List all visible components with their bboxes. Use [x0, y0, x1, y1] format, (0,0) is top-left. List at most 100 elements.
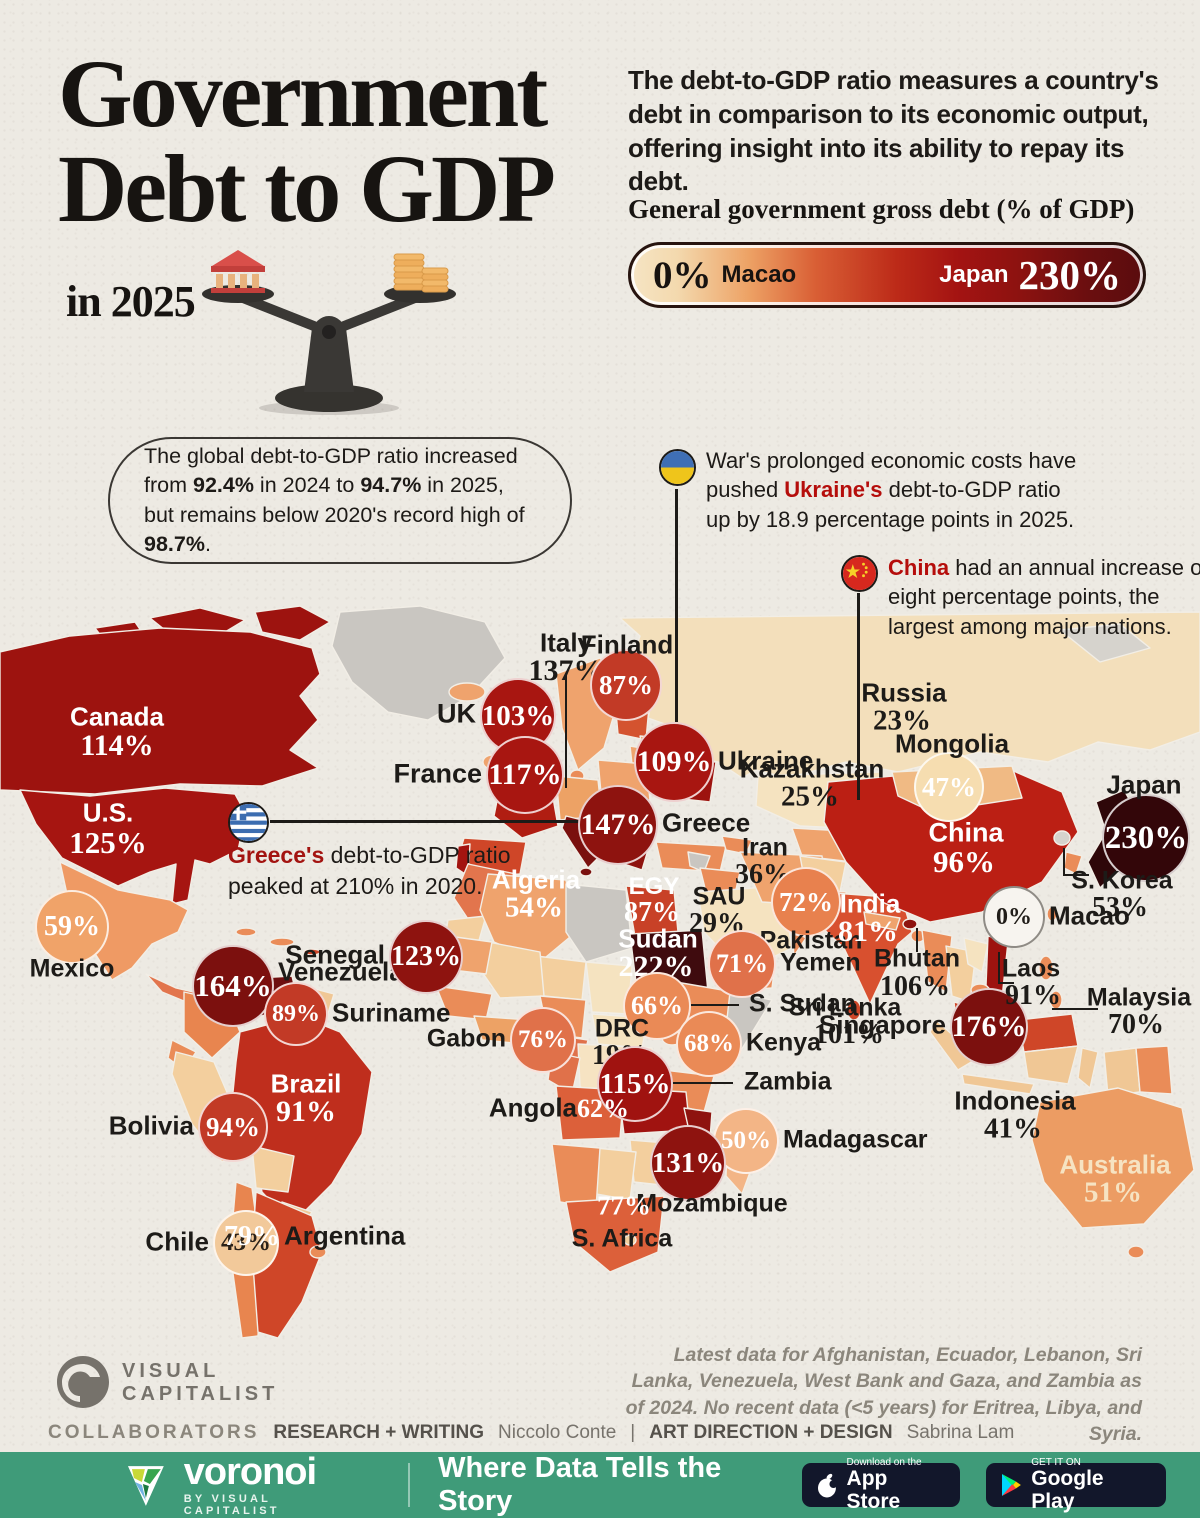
map-circle-bolivia: 94% — [198, 1092, 268, 1162]
region-borneo-indonesia — [1023, 1045, 1079, 1085]
page-title: Government Debt to GDP — [58, 40, 556, 243]
map-circle-yemen: 71% — [708, 930, 776, 998]
legend-min: 0% Macao — [653, 253, 796, 298]
greece-flag-icon — [228, 802, 269, 843]
map-circle-ukraine: 109% — [634, 722, 714, 802]
country-north-korea — [1053, 830, 1071, 846]
map-label-bhutan: 106% — [880, 971, 950, 1002]
visual-capitalist-logo-icon — [57, 1356, 109, 1408]
map-label-uk: UK — [437, 698, 476, 729]
map-label-russia: Russia — [861, 677, 947, 708]
country-libya — [565, 883, 633, 963]
connector-line — [998, 952, 1000, 984]
country-china — [823, 765, 1079, 923]
map-label-japan: Japan — [1106, 769, 1182, 800]
name-research-writing: Niccolo Conte — [498, 1422, 617, 1443]
map-label-italy: Italy — [539, 627, 593, 658]
legend-title: General government gross debt (% of GDP) — [628, 194, 1135, 224]
map-label-angola: Angola — [488, 1092, 577, 1123]
map-circle-venezuela: 164% — [192, 945, 274, 1027]
map-label-malaysia: Malaysia — [1086, 983, 1192, 1012]
map-label-zambia: Zambia — [744, 1067, 832, 1096]
map-label-laos: Laos — [1001, 954, 1061, 983]
map-label-sudan: Sudan — [618, 923, 698, 954]
map-circle-chile: 43% — [213, 1210, 279, 1276]
map-label-laos: 91% — [1005, 980, 1061, 1011]
map-label-indonesia: Indonesia — [954, 1085, 1076, 1116]
map-label-mongolia: Mongolia — [894, 728, 1010, 759]
map-label-senegal: Senegal — [285, 939, 385, 970]
connector-line — [673, 1082, 733, 1084]
china-flag-icon — [841, 555, 878, 592]
country-canada — [0, 627, 321, 795]
map-circle-mexico: 59% — [35, 890, 109, 964]
connector-line — [675, 489, 678, 722]
map-circle-kenya: 68% — [676, 1011, 742, 1077]
country-philippines — [1038, 955, 1054, 981]
map-label-angola: 62% — [577, 1094, 629, 1123]
connector-line — [565, 674, 567, 788]
map-label-russia: 23% — [873, 704, 931, 737]
legend-min-label: Macao — [721, 261, 797, 288]
google-play-button[interactable]: GET IT ON Google Play — [986, 1457, 1166, 1512]
role-art-direction: ART DIRECTION + DESIGN — [649, 1422, 893, 1443]
map-label-canada: 114% — [80, 729, 154, 762]
ukraine-callout: War's prolonged economic costs have push… — [706, 448, 1077, 532]
map-label-australia: 51% — [1084, 1176, 1142, 1209]
app-store-button[interactable]: Download on the App Store — [801, 1457, 961, 1512]
map-circle-zambia: 115% — [597, 1046, 673, 1122]
map-label-sri-lanka: 101% — [814, 1019, 884, 1050]
map-circle-macao: 0% — [983, 886, 1045, 948]
map-circle-japan: 230% — [1102, 794, 1190, 882]
map-label-algeria: Algeria — [491, 864, 581, 895]
connector-line — [270, 820, 578, 823]
greece-callout: Greece's debt-to-GDP ratio peaked at 210… — [228, 842, 511, 899]
connector-line — [916, 928, 918, 952]
connector-line — [1063, 874, 1089, 876]
data-note: Latest data for Afghanistan, Ecuador, Le… — [625, 1344, 1142, 1445]
map-label-kazakhstan: Kazakhstan — [739, 753, 885, 784]
arctic-island-2 — [254, 605, 331, 641]
collaborators-row: COLLABORATORS RESEARCH + WRITING Niccolo… — [48, 1422, 1015, 1443]
country-tasmania — [1127, 1245, 1145, 1259]
google-play-icon — [1002, 1474, 1022, 1496]
voronoi-wordmark: voronoi BY VISUAL CAPITALIST — [183, 1451, 317, 1517]
map-label-u-s-: U.S. — [82, 797, 134, 828]
map-label-bolivia: Bolivia — [108, 1110, 194, 1141]
country-sri-lanka — [846, 999, 862, 1021]
country-laos — [963, 937, 989, 973]
connector-line — [857, 593, 860, 800]
map-label-gabon: Gabon — [426, 1024, 506, 1053]
region-new-guinea-east — [1135, 1045, 1173, 1095]
bar-divider — [408, 1463, 411, 1507]
map-label-france: France — [393, 758, 482, 789]
country-bhutan — [902, 918, 918, 930]
map-label-s-korea: 53% — [1092, 892, 1148, 923]
map-label-chile: Chile — [145, 1226, 209, 1257]
bottom-brand-bar: voronoi BY VISUAL CAPITALIST Where Data … — [0, 1452, 1200, 1518]
country-nepal — [863, 911, 901, 931]
map-label-india: India — [839, 888, 901, 919]
bank-icon — [211, 250, 265, 293]
country-us — [19, 787, 247, 905]
connector-line — [1052, 1008, 1098, 1010]
tagline: Where Data Tells the Story — [438, 1452, 722, 1517]
map-label-china: 96% — [933, 844, 995, 879]
region-caribbean — [235, 927, 257, 937]
map-circle-greece: 147% — [578, 785, 658, 865]
map-label-singapore: Singapore — [818, 1009, 946, 1040]
country-taiwan — [1046, 906, 1058, 922]
country-iceland — [448, 682, 486, 702]
map-label-kenya: Kenya — [746, 1028, 822, 1057]
map-label-kazakhstan: 25% — [781, 780, 839, 813]
global-stat-callout: The global debt-to-GDP ratio increased f… — [108, 437, 572, 564]
map-circle-singapore: 176% — [950, 988, 1028, 1066]
map-label-sau: SAU — [692, 882, 746, 911]
map-label-suriname: Suriname — [332, 997, 451, 1028]
map-label-egy: EGY — [628, 873, 680, 900]
country-uruguay — [309, 1245, 327, 1259]
map-label-u-s-: 125% — [69, 825, 147, 860]
map-label-greece: Greece — [662, 807, 751, 838]
